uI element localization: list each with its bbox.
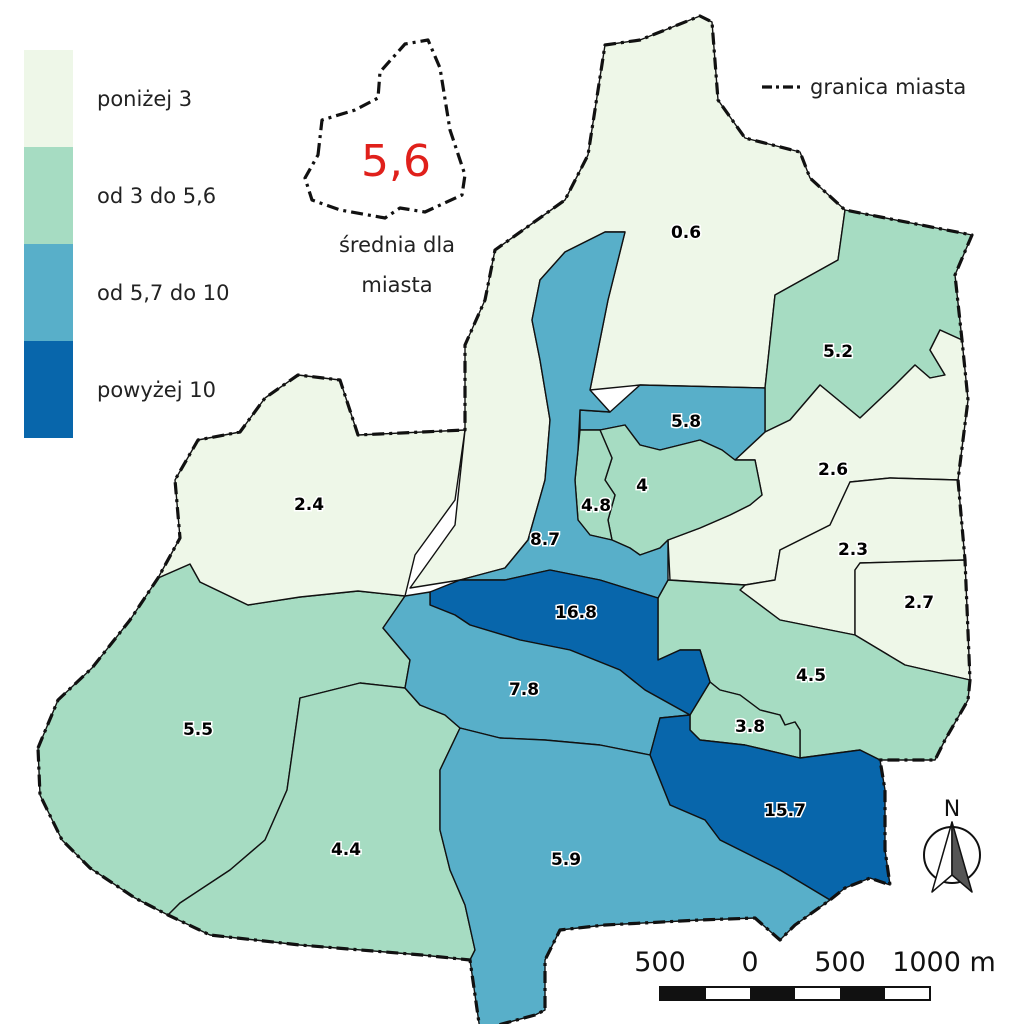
city-average-value: 5,6 [361, 136, 431, 187]
scale-label-4: 1000 m [892, 947, 996, 978]
scale-label-3: 500 [814, 947, 866, 978]
city-average-inset: 5,6 średnia dla miasta [303, 38, 467, 297]
district-label-2-4: 2.4 [294, 495, 324, 515]
district-label-16-8: 16.8 [555, 603, 597, 623]
district-label-2-3: 2.3 [838, 540, 868, 560]
city-outline-icon [303, 38, 467, 220]
city-average-caption-2: miasta [361, 273, 432, 297]
district-labels: 0.6 5.2 2.6 2.3 2.7 2.4 5.8 4 4.8 8.7 16… [181, 222, 935, 872]
district-label-5-8: 5.8 [671, 412, 701, 432]
legend-label-3: od 5,7 do 10 [97, 281, 230, 305]
district-label-8-7: 8.7 [530, 530, 560, 550]
boundary-legend: granica miasta [762, 75, 966, 99]
legend-swatch-3 [24, 244, 73, 341]
legend-label-4: powyżej 10 [97, 378, 216, 402]
district-label-4: 4 [636, 476, 648, 496]
district-label-4-4: 4.4 [331, 840, 361, 860]
legend-label-2: od 3 do 5,6 [97, 184, 216, 208]
district-d-2-4[interactable] [157, 374, 466, 606]
legend-swatch-4 [24, 341, 73, 438]
city-boundary [36, 14, 974, 1024]
district-label-5-9: 5.9 [551, 850, 581, 870]
district-d-8-7[interactable] [459, 231, 669, 599]
district-label-0-6: 0.6 [671, 223, 701, 243]
districts [37, 15, 973, 1024]
district-label-4-5: 4.5 [796, 666, 826, 686]
district-label-3-8: 3.8 [735, 717, 765, 737]
district-d-5-9[interactable] [439, 727, 831, 1024]
legend: poniżej 3 od 3 do 5,6 od 5,7 do 10 powyż… [24, 50, 230, 438]
district-label-4-8: 4.8 [581, 496, 611, 516]
legend-swatch-2 [24, 147, 73, 244]
district-label-15-7: 15.7 [764, 801, 806, 821]
city-average-caption-1: średnia dla [339, 233, 455, 257]
scale-label-1: 500 [634, 947, 686, 978]
district-label-5-2: 5.2 [823, 342, 853, 362]
district-label-2-7: 2.7 [904, 593, 934, 613]
north-label: N [944, 797, 960, 822]
legend-label-1: poniżej 3 [97, 87, 192, 111]
district-label-7-8: 7.8 [509, 680, 539, 700]
north-arrow-icon: N [923, 797, 981, 893]
scale-label-2: 0 [741, 947, 758, 978]
scale-bar: 500 0 500 1000 m [634, 947, 996, 1001]
district-label-2-6: 2.6 [818, 460, 848, 480]
boundary-legend-label: granica miasta [810, 75, 966, 99]
legend-swatch-1 [24, 50, 73, 147]
district-label-5-5: 5.5 [183, 720, 213, 740]
